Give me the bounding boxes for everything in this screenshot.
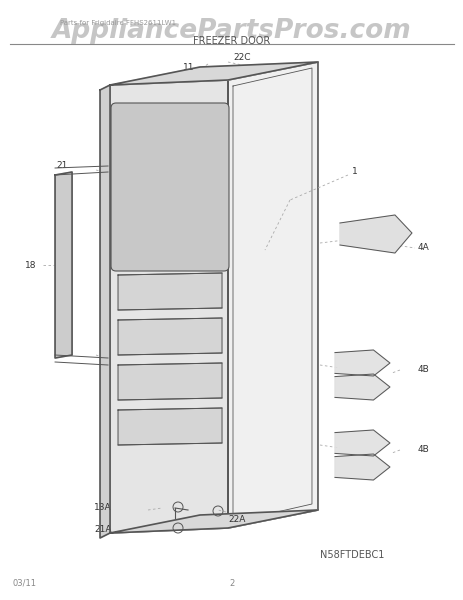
Text: 22C: 22C (232, 53, 250, 62)
Text: 1: 1 (351, 167, 357, 176)
FancyBboxPatch shape (111, 103, 229, 271)
Text: 11: 11 (182, 64, 194, 73)
Polygon shape (118, 363, 221, 400)
Polygon shape (118, 408, 221, 445)
Text: 22A: 22A (227, 515, 245, 524)
Text: 21: 21 (56, 160, 68, 169)
Text: Parts for Frigidaire FFHS2611LW1: Parts for Frigidaire FFHS2611LW1 (60, 20, 176, 26)
Text: 03/11: 03/11 (12, 579, 36, 588)
Text: 13A: 13A (94, 503, 112, 511)
Polygon shape (334, 454, 389, 480)
Polygon shape (118, 106, 221, 264)
Polygon shape (100, 85, 110, 538)
Polygon shape (334, 374, 389, 400)
Polygon shape (55, 172, 72, 358)
Polygon shape (334, 350, 389, 376)
Text: AppliancePartsPros.com: AppliancePartsPros.com (52, 18, 411, 44)
Polygon shape (110, 62, 317, 85)
Polygon shape (110, 510, 317, 533)
Text: N58FTDEBC1: N58FTDEBC1 (319, 550, 383, 560)
Polygon shape (227, 62, 317, 528)
Polygon shape (110, 80, 227, 533)
Text: 2: 2 (229, 579, 234, 588)
Text: 21: 21 (56, 346, 68, 355)
Text: 4A: 4A (417, 244, 429, 253)
Polygon shape (118, 318, 221, 355)
Text: 18: 18 (25, 260, 37, 269)
Polygon shape (334, 430, 389, 456)
Polygon shape (339, 215, 411, 253)
Text: FREEZER DOOR: FREEZER DOOR (193, 36, 270, 46)
Text: 4B: 4B (417, 365, 429, 374)
Text: 4B: 4B (417, 445, 429, 455)
Text: 21A: 21A (94, 526, 112, 535)
Polygon shape (118, 273, 221, 310)
